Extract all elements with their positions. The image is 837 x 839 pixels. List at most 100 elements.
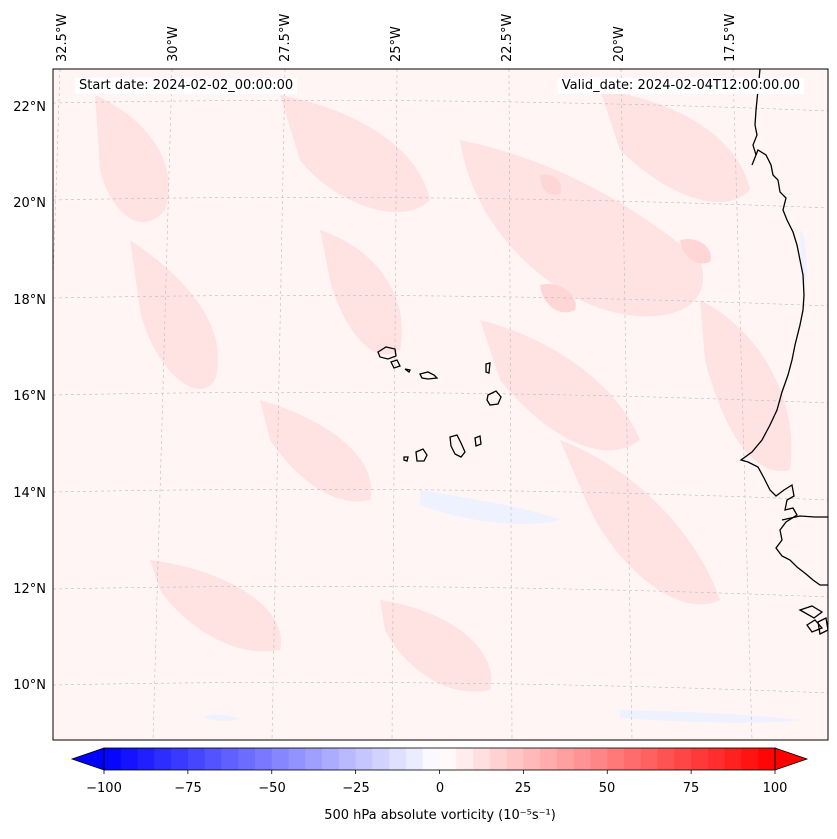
vorticity-patch [480,320,640,451]
colorbar-cell [187,748,206,770]
lon-label: 25°W [389,26,404,62]
lat-labels: 22°N 20°N 18°N 16°N 14°N 12°N 10°N [13,100,46,693]
colorbar-cell [271,748,290,770]
vorticity-patch [380,600,492,692]
colorbar-cell [607,748,625,770]
colorbar-tick-label: 25 [514,781,532,796]
vorticity-patch [540,284,576,313]
island-santo-antao [377,346,397,360]
colorbar-tick-label: −75 [174,781,202,796]
lon-label: 27.5°W [278,14,293,62]
colorbar-cell [707,748,726,770]
colorbar-extend-low [70,747,105,771]
colorbar-tick-label: −50 [258,781,286,796]
vorticity-patch [130,240,219,390]
colorbar-cell [573,748,591,770]
vorticity-patch [800,230,807,285]
colorbar-cell [473,748,491,770]
vorticity-field [95,90,807,723]
colorbar-cell [137,748,155,770]
colorbar-cell [422,748,440,770]
vorticity-patch [150,560,282,652]
vorticity-patch [320,230,402,355]
graticule [53,69,828,740]
colorbar-cell [590,748,608,770]
colorbar-tick-label: 0 [435,781,445,796]
colorbar-label: 500 hPa absolute vorticity (10⁻⁵s⁻¹) [324,808,556,823]
colorbar-cell [305,748,323,770]
colorbar-cell [338,748,357,770]
colorbar-tick-label: −100 [86,781,122,796]
island-maio [474,435,482,447]
valid-date-label: Valid_date: 2024-02-04T12:00:00.00 [557,78,804,94]
colorbar-cell [154,748,172,770]
coastlines [377,69,828,635]
colorbar-cell [389,748,407,770]
colorbar-cell [288,748,306,770]
colorbar-cell [724,748,742,770]
island-boa-vista [486,390,502,406]
colorbar-cell [540,748,558,770]
colorbar-extend-high [774,747,809,771]
africa-coastline [739,69,828,586]
colorbar-cell [104,748,122,770]
colorbar-cell [456,748,474,770]
colorbar-cell [322,748,340,770]
colorbar-cell [221,748,239,770]
island-santiago [449,434,466,458]
lat-label: 22°N [13,100,46,115]
island-brava [403,456,409,462]
colorbar-cell [204,748,222,770]
vorticity-patch [680,239,711,264]
island-santa-luzia [404,368,411,373]
vorticity-patch [280,95,430,213]
colorbar-tick-label: −25 [342,781,370,796]
lon-label: 22.5°W [500,14,515,62]
colorbar-cell [758,748,776,770]
vorticity-patch [540,174,562,195]
island-sao-vicente [390,359,401,369]
lat-label: 20°N [13,196,46,211]
vorticity-patch [420,490,560,525]
lat-label: 12°N [13,582,46,597]
colorbar-ticks [103,770,776,774]
colorbar-cell [439,748,457,770]
colorbar-cells [104,748,776,770]
island-fogo [415,448,428,462]
colorbar-cell [238,748,256,770]
colorbar-cell [120,748,139,770]
colorbar-cell [556,748,575,770]
vorticity-patch [205,714,240,721]
colorbar-cell [657,748,675,770]
lat-label: 10°N [13,678,46,693]
vorticity-patch [600,90,750,203]
bissagos-islands [798,605,828,635]
lat-label: 18°N [13,293,46,308]
lon-label: 30°W [166,26,181,62]
colorbar-cell [674,748,692,770]
start-date-label: Start date: 2024-02-02_00:00:00 [75,78,298,94]
colorbar-cell [523,748,541,770]
vorticity-patch [260,400,372,502]
colorbar-tick-label: 75 [682,781,700,796]
gambia-river [781,515,828,521]
vorticity-patch [560,440,720,605]
colorbar-tick-label: 100 [762,781,788,796]
colorbar-cell [624,748,642,770]
colorbar-cell [741,748,759,770]
colorbar-cell [640,748,659,770]
colorbar-tick-label: 50 [598,781,616,796]
vorticity-patch [460,140,704,317]
colorbar-cell [171,748,189,770]
colorbar-cell [405,748,424,770]
colorbar-cell [355,748,373,770]
vorticity-patch [95,95,169,223]
lon-label: 32.5°W [55,14,70,62]
lat-label: 16°N [13,389,46,404]
colorbar [70,747,809,774]
map-frame [52,68,829,741]
colorbar-cell [691,748,709,770]
lon-label: 20°W [612,26,627,62]
colorbar-cell [372,748,390,770]
colorbar-cell [254,748,273,770]
